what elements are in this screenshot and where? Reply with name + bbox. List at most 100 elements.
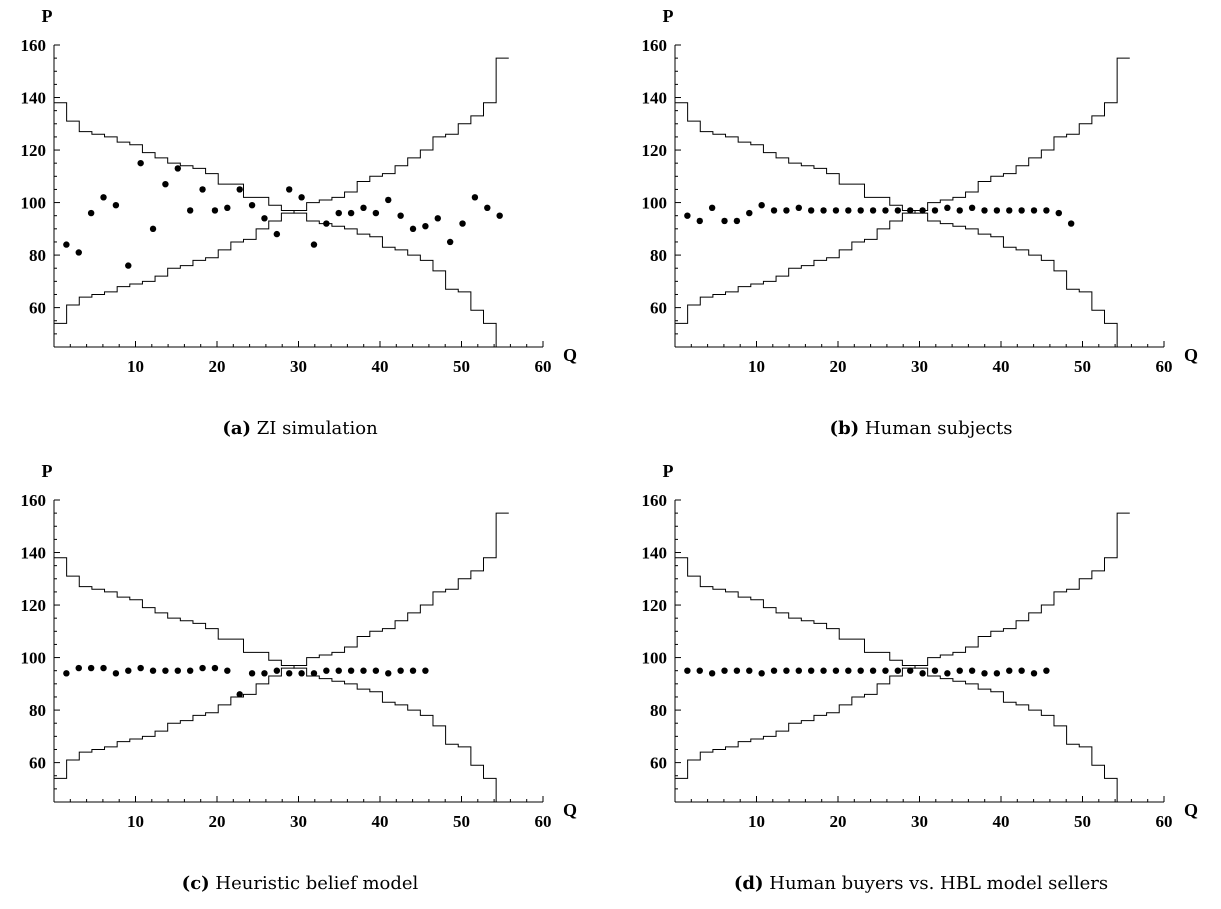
trade-point (100, 194, 107, 201)
trade-point (87, 209, 95, 217)
trade-point (248, 670, 256, 677)
trade-point (149, 667, 157, 674)
trade-point (869, 207, 877, 214)
trade-point (684, 667, 691, 674)
trade-point (75, 664, 82, 672)
trade-point (721, 667, 728, 674)
trade-point (894, 667, 902, 674)
trade-point (882, 207, 889, 214)
trade-point (981, 207, 988, 214)
trade-point (684, 212, 691, 219)
y-tick-label: 120 (642, 596, 668, 615)
trade-point (422, 223, 429, 230)
y-tick-label: 160 (21, 36, 47, 55)
trade-point (261, 215, 268, 222)
panel-b: 10 20 30 40 50 60 60 80 100 120 140 160 P Q (b) Human… (621, 0, 1221, 454)
trade-point (1006, 667, 1013, 674)
trade-point (162, 667, 169, 674)
trade-point (323, 667, 330, 674)
y-tick-label: 80 (29, 246, 46, 265)
trade-point (795, 204, 802, 212)
trade-point (968, 667, 976, 674)
trade-point (770, 207, 778, 214)
trade-point (335, 209, 342, 217)
trade-point (323, 220, 330, 227)
trade-point (869, 667, 877, 674)
x-tick-label: 60 (1156, 357, 1173, 376)
y-tick-label: 160 (21, 491, 47, 510)
trade-point (832, 667, 840, 674)
x-tick-label: 40 (372, 812, 389, 831)
x-tick-label: 50 (453, 812, 470, 831)
y-tick-label: 100 (21, 194, 47, 213)
trade-point (721, 217, 728, 225)
trade-point (746, 667, 753, 674)
trade-point (224, 667, 231, 674)
y-tick-label: 60 (29, 299, 46, 318)
trade-point (372, 667, 380, 674)
trade-point (298, 670, 305, 677)
trade-point (1067, 220, 1075, 227)
caption-b: (b) Human subjects (829, 418, 1013, 439)
trade-point (496, 212, 503, 219)
x-tick-label: 10 (127, 357, 144, 376)
trade-point (733, 667, 741, 674)
trade-point (75, 249, 82, 256)
demand-curve (53, 500, 509, 803)
y-tick-label: 120 (21, 141, 47, 160)
trade-point (63, 241, 70, 248)
trade-point (1043, 667, 1050, 674)
trade-point (360, 667, 367, 674)
trade-point (397, 212, 404, 219)
supply-curve (675, 512, 1130, 779)
demand-curve (674, 500, 1130, 803)
x-axis-label: Q (563, 800, 577, 820)
chart-d: 10 20 30 40 50 60 60 80 100 120 140 160 P Q (642, 461, 1199, 831)
x-tick-label: 40 (372, 357, 389, 376)
trade-point (820, 207, 827, 214)
trade-point (696, 217, 703, 225)
trade-point (446, 238, 454, 246)
trade-point (857, 667, 864, 674)
trade-point (87, 664, 95, 672)
x-tick-label: 50 (453, 357, 470, 376)
trade-point (409, 667, 417, 674)
trade-point (807, 667, 815, 674)
x-tick-label: 40 (993, 357, 1010, 376)
trade-point (286, 670, 293, 677)
trade-point (1018, 207, 1025, 214)
x-tick-label: 50 (1074, 357, 1091, 376)
y-tick-label: 120 (21, 596, 47, 615)
trade-point (162, 180, 169, 188)
trade-point (832, 207, 840, 214)
trade-point (137, 159, 144, 167)
trade-point (186, 207, 194, 214)
x-tick-label: 20 (830, 357, 847, 376)
trade-point (100, 664, 107, 672)
x-tick-label: 30 (911, 812, 928, 831)
x-tick-label: 20 (830, 812, 847, 831)
trade-point (758, 670, 765, 677)
trade-point (347, 667, 355, 674)
trade-point (758, 201, 765, 209)
trade-point (907, 667, 914, 674)
trade-point (211, 664, 219, 672)
trade-point (1006, 207, 1013, 214)
trade-point (708, 204, 716, 212)
trade-point (894, 207, 902, 214)
trade-point (273, 667, 281, 674)
caption-c: (c) Heuristic belief model (181, 873, 419, 894)
x-tick-label: 10 (748, 357, 765, 376)
trade-point (125, 262, 132, 269)
y-tick-label: 80 (29, 701, 46, 720)
trade-point (1030, 670, 1038, 677)
trade-point (112, 201, 120, 209)
trade-point (409, 225, 417, 233)
trade-point (248, 201, 256, 209)
demand-curve (53, 45, 509, 348)
trade-point (968, 204, 976, 212)
trade-point (882, 667, 889, 674)
supply-curve (675, 57, 1130, 324)
x-axis-label: Q (563, 345, 577, 365)
trade-point (137, 664, 144, 672)
